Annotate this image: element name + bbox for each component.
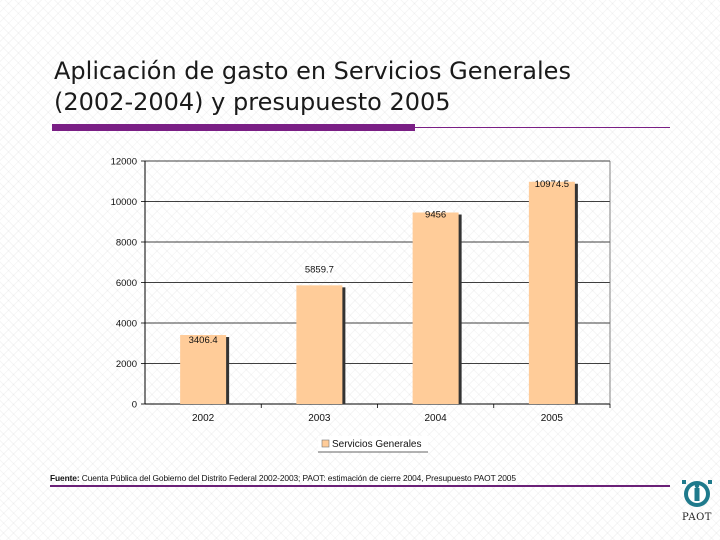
slide-title: Aplicación de gasto en Servicios General… (54, 56, 694, 118)
y-tick-label: 2000 (116, 359, 137, 370)
bar-2005 (528, 181, 575, 404)
y-tick-label: 4000 (116, 319, 137, 330)
legend-label: Servicios Generales (332, 439, 421, 450)
y-tick-label: 12000 (111, 157, 137, 168)
bar-2003 (296, 285, 343, 404)
legend-box (318, 436, 428, 452)
bar-2002 (180, 335, 227, 404)
slide-title-line-2: (2002-2004) y presupuesto 2005 (54, 88, 451, 116)
chart-legend: Servicios Generales (318, 436, 428, 453)
bar-2004 (412, 212, 459, 404)
y-tick-label: 10000 (111, 197, 137, 208)
y-tick-label: 8000 (116, 238, 137, 249)
source-label: Fuente: (50, 473, 80, 483)
y-tick-label: 0 (132, 400, 137, 411)
y-tick-label: 6000 (116, 278, 137, 289)
data-label: 3406.4 (189, 335, 218, 346)
chart-bars (180, 181, 578, 404)
source-text: Cuenta Pública del Gobierno del Distrito… (81, 473, 516, 483)
data-label: 10974.5 (535, 179, 569, 190)
logo-text: PAOT (682, 512, 712, 523)
title-underline-thick (52, 124, 415, 131)
source-note: Fuente: Cuenta Pública del Gobierno del … (50, 473, 670, 483)
footer-rule (50, 485, 670, 487)
legend-swatch (321, 439, 330, 448)
paot-logo-icon (682, 480, 712, 507)
chart-labels: 2002 3406.4 2003 5859.7 2004 9456 2005 10974.5 (189, 179, 569, 424)
x-tick-label: 2004 (425, 413, 448, 424)
title-underline-thin (415, 127, 670, 128)
data-label: 9456 (425, 210, 446, 221)
x-tick-label: 2002 (192, 413, 215, 424)
x-tick-label: 2003 (308, 413, 331, 424)
x-tick-label: 2005 (541, 413, 564, 424)
slide-title-line-1: Aplicación de gasto en Servicios General… (54, 57, 571, 85)
data-label: 5859.7 (305, 264, 334, 275)
